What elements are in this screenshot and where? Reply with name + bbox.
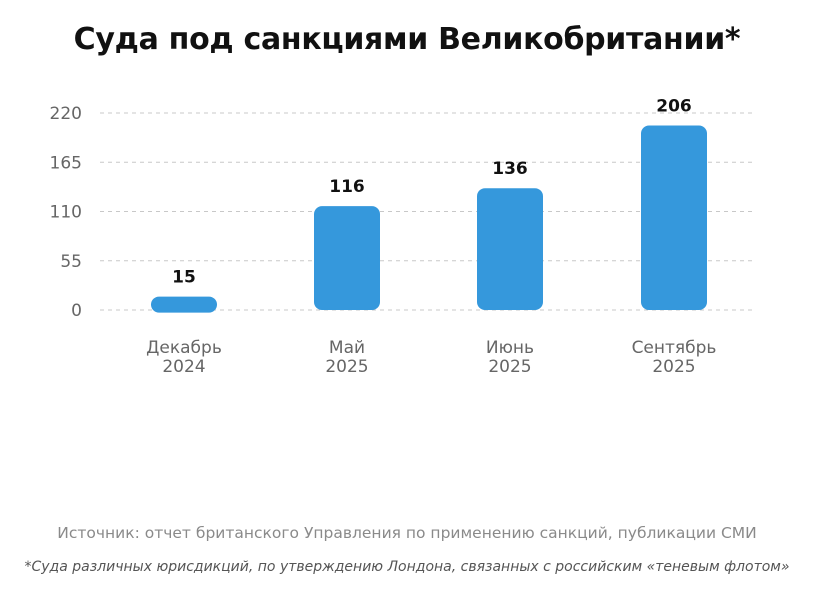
x-category-label: Сентябрь	[632, 338, 717, 358]
x-category-year-label: 2025	[325, 357, 368, 377]
bar-value-label: 15	[172, 268, 196, 288]
labels-layer: 05511016522015Декабрь2024116Май2025136Ию…	[50, 97, 717, 377]
y-tick-label: 165	[50, 153, 82, 173]
y-tick-label: 220	[50, 104, 82, 124]
bar	[641, 125, 707, 310]
x-category-year-label: 2025	[488, 357, 531, 377]
y-tick-label: 55	[60, 252, 82, 272]
x-category-year-label: 2025	[652, 357, 695, 377]
bar-chart: 05511016522015Декабрь2024116Май2025136Ию…	[50, 97, 755, 377]
x-category-year-label: 2024	[162, 357, 205, 377]
bar-value-label: 136	[492, 159, 528, 179]
chart-title: Суда под санкциями Великобритании*	[73, 22, 741, 57]
source-note: Источник: отчет британского Управления п…	[57, 524, 757, 542]
y-tick-label: 110	[50, 203, 82, 223]
bar-value-label: 116	[329, 177, 365, 197]
bar-value-label: 206	[656, 97, 692, 117]
footnote: *Суда различных юрисдикций, по утвержден…	[24, 559, 790, 575]
bar	[477, 188, 543, 310]
y-tick-label: 0	[71, 301, 82, 321]
x-category-label: Май	[329, 338, 365, 358]
bar	[314, 206, 380, 310]
bars-layer	[151, 125, 707, 313]
x-category-label: Июнь	[486, 338, 534, 358]
x-category-label: Декабрь	[146, 338, 222, 358]
bar	[151, 296, 217, 313]
